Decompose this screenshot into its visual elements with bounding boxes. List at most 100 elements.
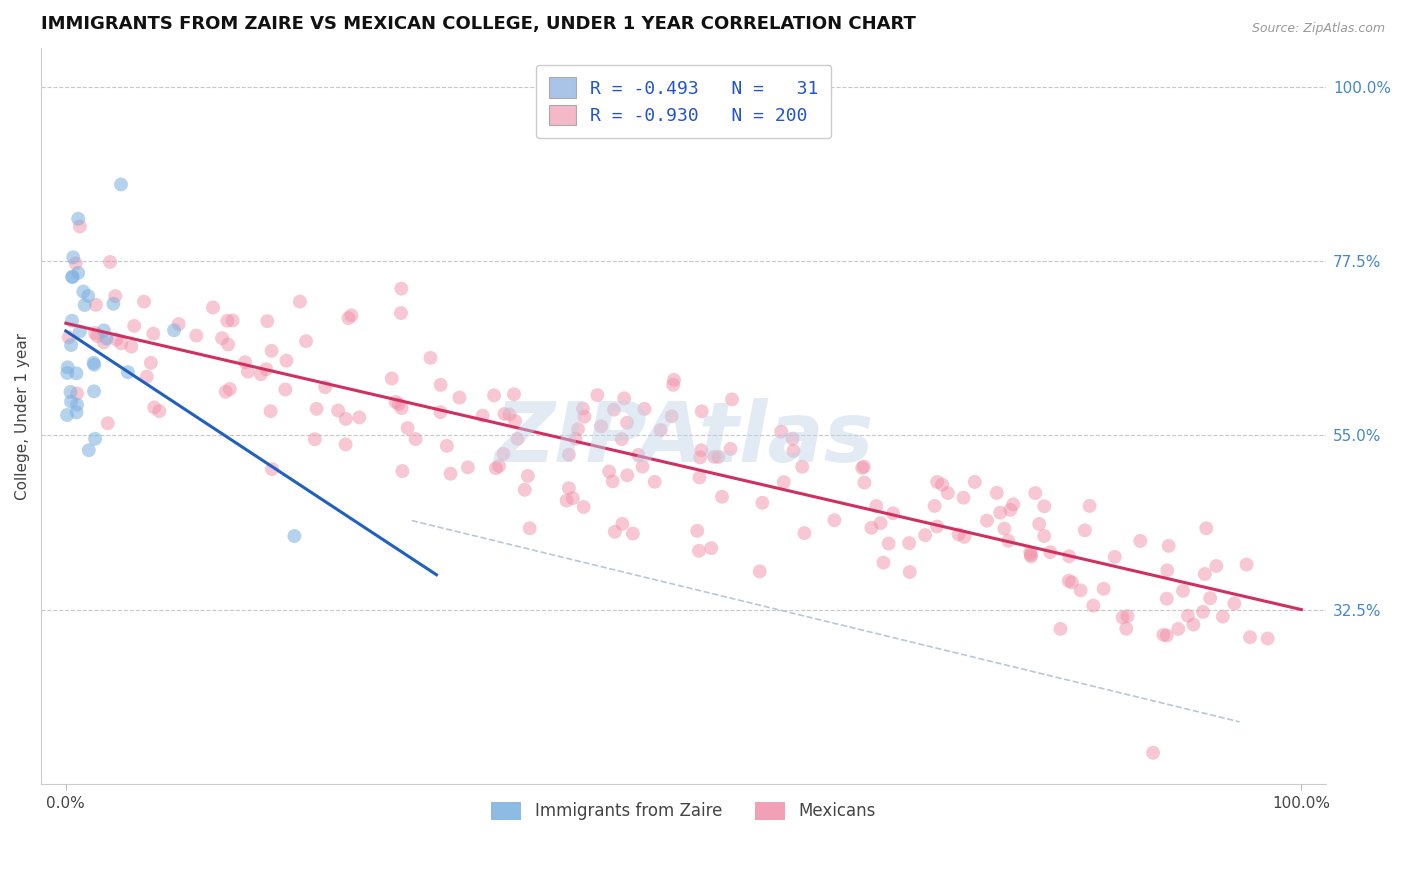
Point	[72, 285, 94, 299]
Point	[217, 337, 239, 351]
Point	[770, 425, 793, 439]
Point	[925, 519, 948, 533]
Point	[494, 407, 516, 421]
Point	[274, 383, 297, 397]
Point	[488, 458, 510, 473]
Point	[603, 524, 626, 539]
Point	[558, 448, 581, 462]
Point	[60, 394, 83, 409]
Point	[852, 459, 875, 474]
Point	[337, 311, 360, 326]
Point	[66, 398, 89, 412]
Point	[948, 527, 970, 541]
Point	[662, 377, 685, 392]
Point	[105, 333, 128, 347]
Point	[1192, 605, 1215, 619]
Point	[1152, 628, 1174, 642]
Point	[135, 369, 157, 384]
Point	[1057, 574, 1080, 588]
Point	[163, 323, 186, 337]
Point	[84, 432, 107, 446]
Point	[936, 486, 959, 500]
Point	[952, 491, 974, 505]
Point	[122, 318, 145, 333]
Point	[259, 404, 281, 418]
Point	[65, 256, 87, 270]
Point	[262, 462, 284, 476]
Text: ZIPAtlas: ZIPAtlas	[494, 398, 873, 479]
Point	[211, 331, 233, 345]
Point	[143, 401, 166, 415]
Point	[1195, 521, 1218, 535]
Point	[1104, 549, 1126, 564]
Point	[616, 416, 638, 430]
Point	[1156, 563, 1178, 577]
Point	[561, 491, 583, 505]
Point	[506, 432, 529, 446]
Point	[340, 309, 363, 323]
Point	[823, 513, 845, 527]
Point	[993, 522, 1015, 536]
Point	[58, 330, 80, 344]
Point	[700, 541, 723, 555]
Point	[1019, 545, 1042, 559]
Point	[1115, 622, 1137, 636]
Point	[690, 404, 713, 418]
Point	[429, 377, 451, 392]
Point	[572, 500, 595, 514]
Point	[586, 388, 609, 402]
Point	[751, 496, 773, 510]
Point	[1171, 583, 1194, 598]
Point	[221, 313, 243, 327]
Point	[84, 298, 107, 312]
Point	[73, 298, 96, 312]
Point	[1019, 549, 1042, 564]
Point	[1000, 503, 1022, 517]
Point	[1157, 539, 1180, 553]
Point	[260, 343, 283, 358]
Point	[93, 323, 115, 337]
Point	[335, 437, 357, 451]
Point	[558, 481, 581, 495]
Point	[924, 499, 946, 513]
Point	[295, 334, 318, 348]
Point	[77, 289, 100, 303]
Point	[429, 405, 451, 419]
Point	[305, 401, 328, 416]
Point	[720, 442, 742, 456]
Point	[898, 565, 921, 579]
Point	[689, 450, 711, 465]
Point	[326, 403, 349, 417]
Point	[976, 514, 998, 528]
Point	[349, 410, 371, 425]
Point	[1033, 500, 1056, 514]
Point	[567, 422, 589, 436]
Point	[84, 326, 107, 340]
Point	[217, 314, 239, 328]
Point	[335, 412, 357, 426]
Point	[97, 417, 120, 431]
Point	[492, 447, 515, 461]
Point	[449, 391, 471, 405]
Point	[574, 409, 596, 424]
Point	[627, 448, 650, 462]
Point	[988, 506, 1011, 520]
Point	[621, 526, 644, 541]
Point	[389, 306, 412, 320]
Point	[471, 409, 494, 423]
Point	[1205, 559, 1227, 574]
Point	[214, 384, 236, 399]
Point	[250, 367, 273, 381]
Point	[83, 356, 105, 370]
Point	[148, 404, 170, 418]
Point	[218, 382, 240, 396]
Point	[793, 526, 815, 541]
Point	[66, 386, 89, 401]
Point	[283, 529, 305, 543]
Point	[59, 384, 82, 399]
Point	[482, 388, 505, 402]
Point	[98, 255, 121, 269]
Point	[77, 443, 100, 458]
Text: Source: ZipAtlas.com: Source: ZipAtlas.com	[1251, 22, 1385, 36]
Point	[782, 432, 804, 446]
